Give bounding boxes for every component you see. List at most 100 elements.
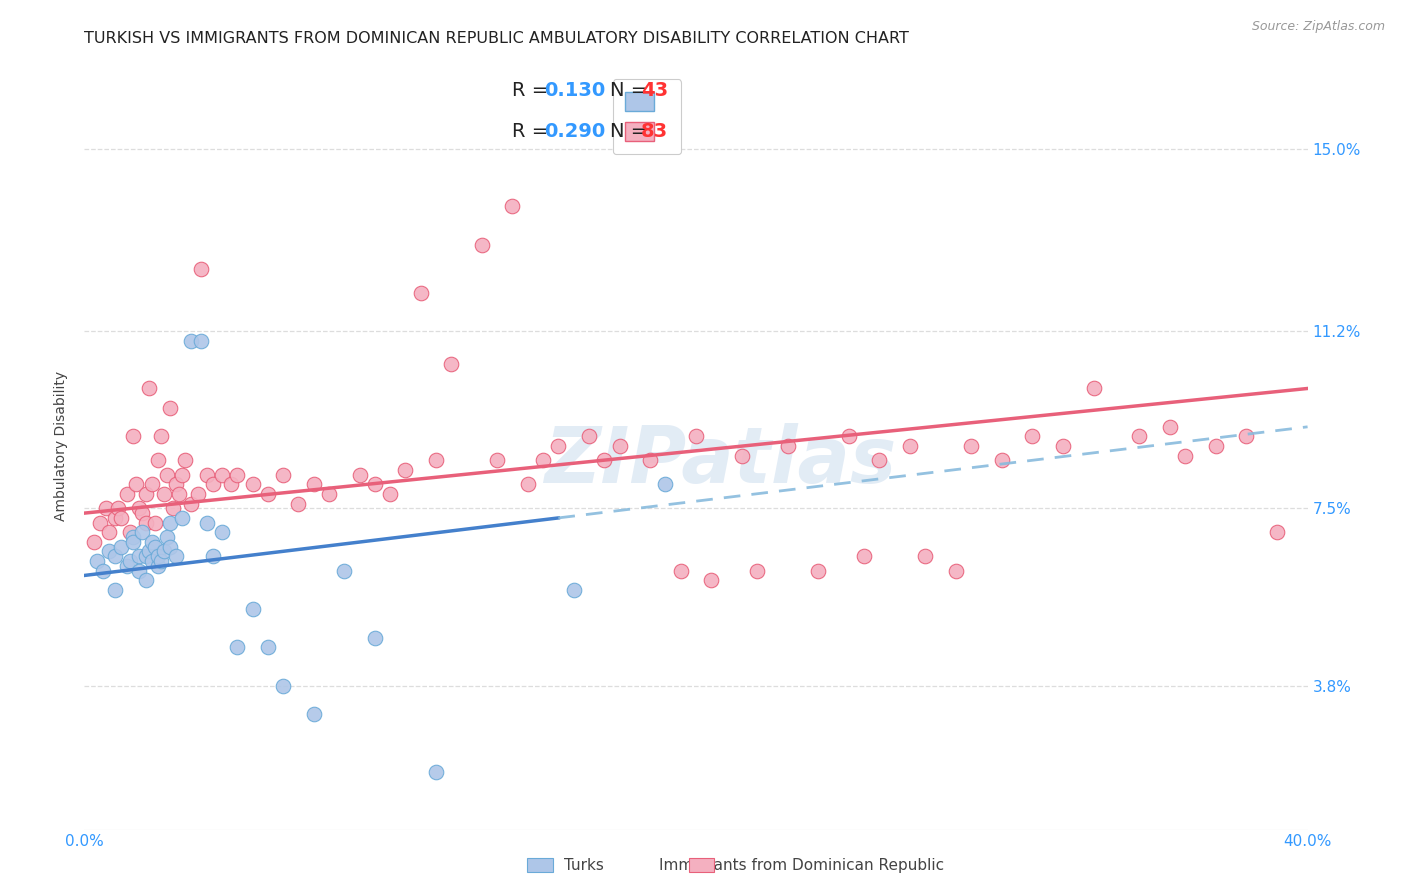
Point bbox=[945, 564, 967, 578]
Point bbox=[440, 358, 463, 372]
Point bbox=[138, 544, 160, 558]
Point bbox=[141, 554, 163, 568]
Point bbox=[167, 487, 190, 501]
Point bbox=[1083, 382, 1105, 396]
Point bbox=[776, 439, 799, 453]
Point bbox=[141, 477, 163, 491]
Point bbox=[257, 640, 280, 655]
Text: R =: R = bbox=[513, 122, 555, 141]
Point bbox=[104, 549, 127, 564]
Text: 83: 83 bbox=[641, 122, 668, 141]
Point bbox=[700, 574, 723, 588]
Point bbox=[807, 564, 830, 578]
Point bbox=[302, 707, 325, 722]
Point bbox=[180, 496, 202, 510]
Point bbox=[318, 487, 340, 501]
Point bbox=[122, 429, 145, 443]
Text: N =: N = bbox=[610, 80, 654, 100]
Point bbox=[242, 477, 264, 491]
Point bbox=[853, 549, 876, 564]
Text: 0.130: 0.130 bbox=[544, 80, 606, 100]
Point bbox=[86, 554, 108, 568]
Point bbox=[669, 564, 692, 578]
Point bbox=[128, 564, 150, 578]
Point bbox=[578, 429, 600, 443]
Point bbox=[115, 558, 138, 573]
Point bbox=[174, 453, 197, 467]
Point bbox=[135, 574, 157, 588]
Point bbox=[110, 540, 132, 554]
Point bbox=[146, 558, 169, 573]
Point bbox=[364, 477, 387, 491]
Point bbox=[149, 554, 172, 568]
Text: TURKISH VS IMMIGRANTS FROM DOMINICAN REPUBLIC AMBULATORY DISABILITY CORRELATION : TURKISH VS IMMIGRANTS FROM DOMINICAN REP… bbox=[84, 31, 910, 46]
Point bbox=[107, 501, 129, 516]
Point bbox=[131, 506, 153, 520]
Point bbox=[131, 525, 153, 540]
Point bbox=[122, 534, 145, 549]
Point bbox=[502, 199, 524, 213]
Point bbox=[104, 582, 127, 597]
Point bbox=[486, 453, 509, 467]
Point bbox=[409, 285, 432, 300]
Text: N =: N = bbox=[610, 122, 654, 141]
Point bbox=[135, 487, 157, 501]
Point bbox=[125, 477, 148, 491]
Point bbox=[364, 631, 387, 645]
Point bbox=[271, 467, 294, 482]
Point bbox=[211, 467, 233, 482]
Point bbox=[1265, 525, 1288, 540]
Legend: , : , bbox=[613, 79, 682, 154]
Point bbox=[156, 467, 179, 482]
Point bbox=[110, 511, 132, 525]
Point bbox=[156, 530, 179, 544]
Point bbox=[226, 640, 249, 655]
Point bbox=[190, 334, 212, 348]
Point bbox=[638, 453, 661, 467]
Point bbox=[201, 549, 224, 564]
Point bbox=[471, 237, 494, 252]
Point bbox=[146, 453, 169, 467]
Point bbox=[914, 549, 936, 564]
Point bbox=[186, 487, 208, 501]
Text: 43: 43 bbox=[641, 80, 668, 100]
Point bbox=[97, 544, 120, 558]
Point bbox=[333, 564, 356, 578]
Point bbox=[128, 549, 150, 564]
Point bbox=[135, 549, 157, 564]
Point bbox=[135, 516, 157, 530]
Point bbox=[271, 679, 294, 693]
Point bbox=[94, 501, 117, 516]
Point bbox=[91, 564, 114, 578]
Point bbox=[159, 401, 181, 415]
Point bbox=[153, 544, 176, 558]
Point bbox=[869, 453, 891, 467]
Text: 0.290: 0.290 bbox=[544, 122, 606, 141]
Point bbox=[425, 765, 447, 780]
Point bbox=[211, 525, 233, 540]
Point bbox=[195, 516, 218, 530]
Point bbox=[89, 516, 111, 530]
Point bbox=[531, 453, 554, 467]
Point bbox=[242, 602, 264, 616]
Point bbox=[960, 439, 983, 453]
Point bbox=[122, 530, 145, 544]
Point bbox=[562, 582, 585, 597]
Text: ZIPatlas: ZIPatlas bbox=[544, 424, 897, 500]
Point bbox=[287, 496, 309, 510]
Point bbox=[172, 467, 194, 482]
Point bbox=[425, 453, 447, 467]
Text: R =: R = bbox=[513, 80, 555, 100]
Point bbox=[190, 261, 212, 276]
Point bbox=[1205, 439, 1227, 453]
Point bbox=[159, 540, 181, 554]
Point bbox=[226, 467, 249, 482]
Point bbox=[162, 501, 184, 516]
Point bbox=[104, 511, 127, 525]
Text: Immigrants from Dominican Republic: Immigrants from Dominican Republic bbox=[659, 858, 943, 872]
Point bbox=[172, 511, 194, 525]
Point bbox=[83, 534, 105, 549]
Point bbox=[731, 449, 754, 463]
Point bbox=[547, 439, 569, 453]
Point bbox=[120, 525, 142, 540]
